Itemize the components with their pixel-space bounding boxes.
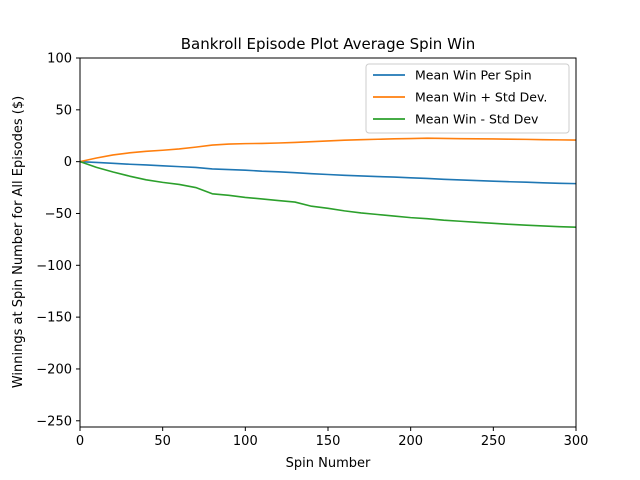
series-line-3 — [79, 160, 577, 228]
x-axis-label: Spin Number — [286, 456, 371, 471]
legend-label-1: Mean Win Per Spin — [415, 68, 532, 83]
y-tick-label: 50 — [55, 103, 72, 118]
y-tick-label: 0 — [64, 155, 72, 170]
y-tick-label: −250 — [36, 414, 72, 429]
x-axis: 0 50 100 150 200 250 300 — [76, 427, 589, 449]
series-line-1 — [79, 160, 577, 185]
series-line-2 — [79, 137, 577, 163]
x-tick-label: 100 — [233, 434, 258, 449]
legend-label-2: Mean Win + Std Dev. — [415, 90, 547, 105]
series-layer — [79, 137, 577, 228]
y-tick-label: −150 — [36, 311, 72, 326]
x-tick-label: 300 — [564, 434, 589, 449]
chart-title: Bankroll Episode Plot Average Spin Win — [181, 35, 476, 53]
legend-box — [365, 63, 570, 134]
x-tick-label: 200 — [398, 434, 423, 449]
x-tick-label: 250 — [481, 434, 506, 449]
y-axis: 100 50 0 −50 −100 −150 −200 −250 — [36, 52, 80, 429]
y-axis-label: Winnings at Spin Number for All Episodes… — [11, 96, 26, 388]
x-tick-label: 150 — [316, 434, 341, 449]
y-tick-label: 100 — [47, 52, 72, 67]
x-tick-label: 50 — [154, 434, 171, 449]
y-tick-label: −50 — [45, 207, 72, 222]
y-tick-label: −200 — [36, 362, 72, 377]
y-tick-label: −100 — [36, 259, 72, 274]
legend-label-3: Mean Win - Std Dev — [415, 112, 539, 127]
x-tick-label: 0 — [76, 434, 84, 449]
legend: Mean Win Per Spin Mean Win + Std Dev. Mean… — [365, 63, 570, 134]
